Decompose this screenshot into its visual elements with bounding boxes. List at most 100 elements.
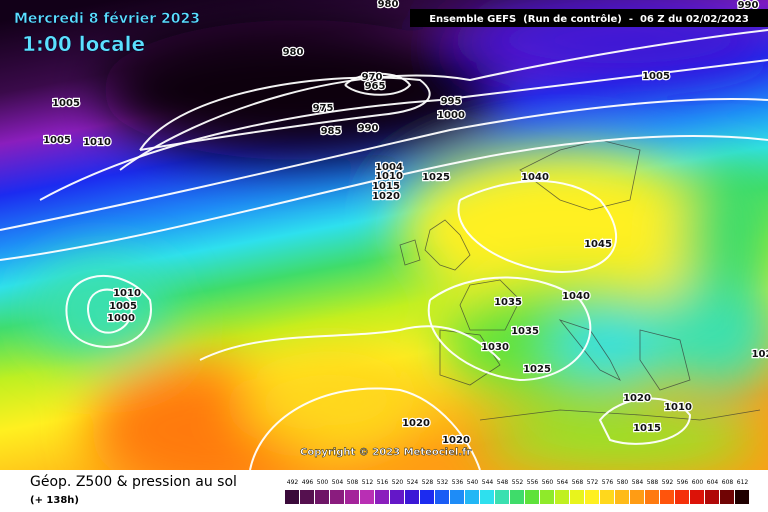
scale-label: 548 <box>497 479 509 486</box>
isobar-label: 1000 <box>107 313 135 324</box>
scale-label: 600 <box>692 479 704 486</box>
isobar-label: 1010 <box>83 137 111 148</box>
time-label: 1:00 locale <box>22 32 145 56</box>
scale-cell <box>495 490 509 504</box>
isobar-label: 1005 <box>52 98 80 109</box>
scale-label: 496 <box>302 479 314 486</box>
scale-label: 572 <box>587 479 599 486</box>
isobar-label: 975 <box>313 103 334 114</box>
scale-label: 588 <box>647 479 659 486</box>
isobar-label: 1010 <box>664 402 692 413</box>
footer-lead: (+ 138h) <box>30 495 79 506</box>
scale-label: 556 <box>527 479 539 486</box>
isobar-label: 965 <box>365 81 386 92</box>
isobar-label: 1035 <box>511 326 539 337</box>
isobar-label: 102 <box>752 349 768 360</box>
scale-cell <box>540 490 554 504</box>
isobar-label: 1015 <box>633 423 661 434</box>
isobar-label: 1005 <box>109 301 137 312</box>
scale-label: 608 <box>722 479 734 486</box>
scale-cell <box>450 490 464 504</box>
scale-label: 592 <box>662 479 674 486</box>
scale-label: 512 <box>362 479 374 486</box>
model-box <box>410 9 768 27</box>
isobar-label: 970 <box>362 72 383 83</box>
scale-label: 508 <box>347 479 359 486</box>
scale-label: 500 <box>317 479 329 486</box>
copyright: Copyright © 2023 Meteociel.fr <box>300 447 471 458</box>
scale-cell <box>585 490 599 504</box>
isobar-label: 1020 <box>442 435 470 446</box>
isobar-label: 1015 <box>372 181 400 192</box>
date-label: Mercredi 8 février 2023 <box>14 11 200 27</box>
isobar-label: 1000 <box>437 110 465 121</box>
scale-label: 536 <box>452 479 464 486</box>
scale-cell <box>360 490 374 504</box>
isobar-label: 990 <box>358 123 379 134</box>
scale-label: 560 <box>542 479 554 486</box>
isobar-label: 1035 <box>494 297 522 308</box>
isobars <box>0 29 768 470</box>
scale-cell <box>735 490 749 504</box>
scale-cell <box>285 490 299 504</box>
isobar-label: 1005 <box>43 135 71 146</box>
isobar-label: 980 <box>378 0 399 10</box>
scale-label: 504 <box>332 479 344 486</box>
scale-label: 528 <box>422 479 434 486</box>
scale-cell <box>375 490 389 504</box>
scale-label: 540 <box>467 479 479 486</box>
scale-cell <box>570 490 584 504</box>
isobar-label: 1010 <box>113 288 141 299</box>
model-label: Ensemble GEFS (Run de contrôle) - 06 Z d… <box>429 13 749 25</box>
scale-label: 584 <box>632 479 644 486</box>
scale-cell <box>660 490 674 504</box>
scale-label: 552 <box>512 479 524 486</box>
isobar-label: 1025 <box>523 364 551 375</box>
scale-cell <box>435 490 449 504</box>
footer-title: Géop. Z500 & pression au sol <box>30 474 237 490</box>
scale-label: 524 <box>407 479 419 486</box>
isobar-label: 1040 <box>562 291 590 302</box>
scale-cell <box>690 490 704 504</box>
scale-label: 576 <box>602 479 614 486</box>
scale-label: 596 <box>677 479 689 486</box>
scale-cell <box>480 490 494 504</box>
isobar-label: 1020 <box>372 191 400 202</box>
isobar-label: 995 <box>441 96 462 107</box>
scale-label: 492 <box>287 479 299 486</box>
isobar-label: 1040 <box>521 172 549 183</box>
scale-label: 568 <box>572 479 584 486</box>
isobar-label: 1045 <box>584 239 612 250</box>
scale-cell <box>705 490 719 504</box>
scale-label: 544 <box>482 479 494 486</box>
scale-cell <box>525 490 539 504</box>
isobar-label: 1005 <box>642 71 670 82</box>
isobar-label: 1025 <box>422 172 450 183</box>
scale-label: 564 <box>557 479 569 486</box>
scale-label: 580 <box>617 479 629 486</box>
isobar-label: 1010 <box>375 171 403 182</box>
isobar-label: 985 <box>321 126 342 137</box>
scale-cell <box>330 490 344 504</box>
scale-cell <box>315 490 329 504</box>
isobar-label: 980 <box>283 47 304 58</box>
scale-label: 520 <box>392 479 404 486</box>
scale-cell <box>615 490 629 504</box>
isobar-label: 1030 <box>481 342 509 353</box>
scale-cell <box>465 490 479 504</box>
scale-cell <box>510 490 524 504</box>
scale-label: 612 <box>737 479 749 486</box>
scale-label: 604 <box>707 479 719 486</box>
scale-cell <box>405 490 419 504</box>
scale-label: 532 <box>437 479 449 486</box>
scale-label: 516 <box>377 479 389 486</box>
scale-cell <box>675 490 689 504</box>
scale-cell <box>555 490 569 504</box>
color-scale: 492 496 500 504 508 512 516 520 524 528 532 536 540 5… <box>285 479 749 504</box>
isobar-label: 1020 <box>402 418 430 429</box>
